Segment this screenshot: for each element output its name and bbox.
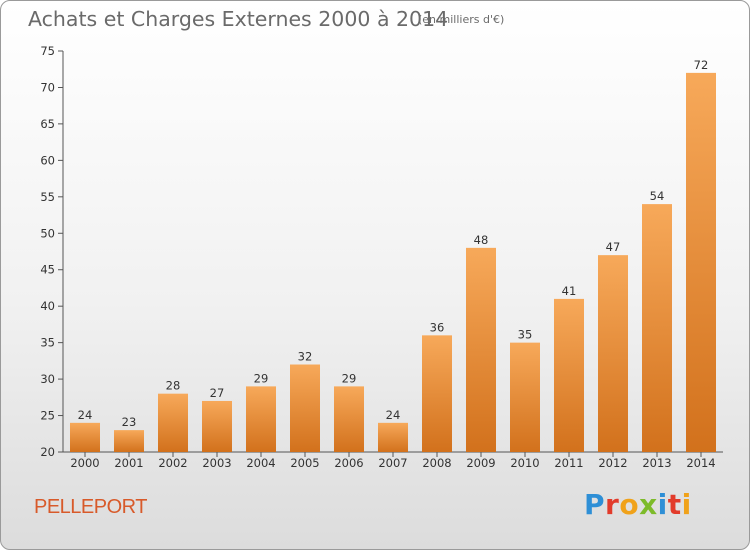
- bar-value-label: 36: [430, 320, 445, 334]
- bar-value-label: 29: [254, 371, 269, 385]
- y-tick-label: 75: [40, 44, 55, 58]
- bar: [422, 335, 452, 452]
- y-tick-label: 25: [40, 409, 55, 423]
- x-tick-label: 2007: [378, 456, 407, 470]
- logo-letter: r: [605, 488, 620, 521]
- x-tick-label: 2012: [598, 456, 627, 470]
- x-tick-label: 2005: [290, 456, 319, 470]
- chart-title: Achats et Charges Externes 2000 à 2014: [28, 7, 449, 31]
- x-tick-label: 2013: [642, 456, 671, 470]
- bar-value-label: 32: [298, 350, 313, 364]
- y-tick-label: 65: [40, 117, 55, 131]
- bar: [114, 430, 144, 452]
- bar-value-label: 24: [78, 408, 93, 422]
- bar-value-label: 54: [650, 189, 665, 203]
- y-tick-label: 45: [40, 263, 55, 277]
- x-tick-label: 2006: [334, 456, 363, 470]
- y-tick-label: 40: [40, 299, 55, 313]
- bar-value-label: 47: [606, 240, 621, 254]
- bar: [554, 298, 584, 452]
- bar-value-label: 48: [474, 233, 489, 247]
- logo-letter: P: [584, 488, 606, 521]
- x-tick-label: 2010: [510, 456, 539, 470]
- logo-letter: i: [681, 488, 692, 521]
- place-name: PELLEPORT: [34, 496, 147, 518]
- bar: [290, 364, 320, 452]
- x-tick-label: 2004: [246, 456, 275, 470]
- y-tick-label: 20: [40, 445, 55, 459]
- logo-letter: o: [619, 488, 640, 521]
- bar: [378, 422, 408, 452]
- proxiti-logo: Proxiti: [584, 488, 692, 521]
- logo-letter: t: [667, 488, 682, 521]
- chart-subtitle: (en milliers d'€): [418, 13, 505, 26]
- bar: [334, 386, 364, 452]
- x-tick-label: 2011: [554, 456, 583, 470]
- bar-value-label: 35: [518, 328, 533, 342]
- logo-letter: i: [657, 488, 668, 521]
- bar: [202, 400, 232, 452]
- x-tick-label: 2008: [422, 456, 451, 470]
- bar: [510, 342, 540, 452]
- bar-value-label: 29: [342, 371, 357, 385]
- bar-value-label: 24: [386, 408, 401, 422]
- bar-value-label: 41: [562, 284, 577, 298]
- x-tick-label: 2002: [158, 456, 187, 470]
- logo-letter: x: [639, 488, 658, 521]
- bar-value-label: 28: [166, 379, 181, 393]
- y-tick-label: 70: [40, 80, 55, 94]
- y-tick-label: 30: [40, 372, 55, 386]
- bar-value-label: 23: [122, 415, 137, 429]
- bar: [158, 393, 188, 452]
- bar: [686, 72, 716, 452]
- x-tick-label: 2014: [686, 456, 715, 470]
- x-tick-label: 2000: [70, 456, 99, 470]
- y-tick-label: 55: [40, 190, 55, 204]
- bar: [246, 386, 276, 452]
- y-tick-label: 50: [40, 226, 55, 240]
- x-tick-label: 2001: [114, 456, 143, 470]
- x-tick-label: 2003: [202, 456, 231, 470]
- bar: [598, 255, 628, 452]
- bar: [466, 247, 496, 452]
- bar-value-label: 72: [694, 58, 709, 72]
- bar: [70, 422, 100, 452]
- bar: [642, 204, 672, 452]
- y-tick-label: 35: [40, 336, 55, 350]
- bar-value-label: 27: [210, 386, 225, 400]
- x-tick-label: 2009: [466, 456, 495, 470]
- y-tick-label: 60: [40, 153, 55, 167]
